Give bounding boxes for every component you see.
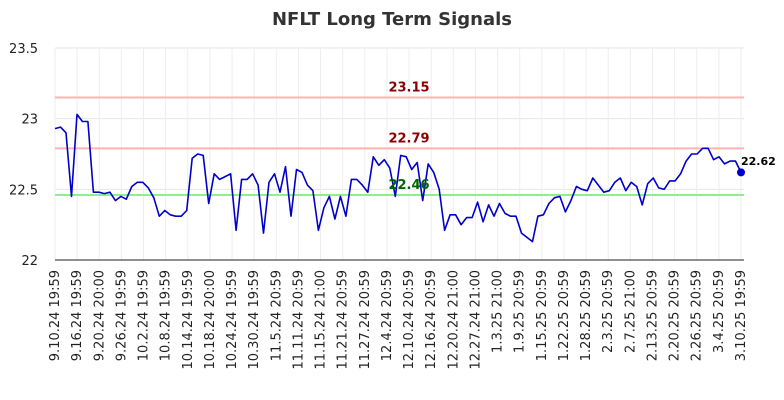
reference-lines	[55, 96, 744, 196]
x-tick-label: 10.18.24 20:00	[203, 270, 218, 370]
x-tick-label: 12.10.24 20:59	[402, 270, 417, 370]
y-tick-label: 22	[21, 254, 38, 269]
series-line	[54, 113, 742, 243]
x-tick-label: 1.15.25 20:59	[535, 270, 550, 361]
x-tick-label: 2.13.25 20:59	[645, 270, 660, 361]
x-tick-label: 12.16.24 20:59	[424, 270, 439, 370]
x-tick-label: 9.20.24 20:00	[92, 270, 107, 361]
x-tick-label: 10.2.24 19:59	[137, 270, 152, 361]
x-tick-label: 11.11.24 20:59	[291, 270, 306, 370]
x-tick-label: 1.3.25 21:00	[491, 270, 506, 353]
x-tick-label: 1.22.25 20:59	[557, 270, 572, 361]
reference-line-label: 22.79	[388, 131, 429, 146]
x-tick-label: 1.9.25 20:59	[513, 270, 528, 353]
last-point-marker	[737, 168, 745, 177]
reference-line-label: 22.46	[388, 178, 429, 193]
x-tick-label: 2.3.25 20:59	[601, 270, 616, 353]
series-layer: 23.15 22.79 22.46 22.62	[54, 80, 776, 243]
x-tick-label: 10.14.24 19:59	[181, 270, 196, 370]
x-tick-label: 1.28.25 20:59	[579, 270, 594, 361]
x-tick-label: 2.20.25 20:59	[668, 270, 683, 361]
x-tick-label: 10.30.24 19:59	[247, 270, 262, 370]
x-tick-label: 9.16.24 19:59	[70, 270, 85, 361]
x-tick-label: 9.26.24 19:59	[114, 270, 129, 361]
axes: 22 22.5 23 23.5 9.10.24 19:59 9.16.24 19:59 9.…	[9, 42, 749, 370]
x-tick-label: 11.21.24 20:59	[336, 270, 351, 370]
grid	[54, 47, 744, 261]
reference-line-label: 23.15	[388, 80, 429, 95]
x-tick-label: 12.20.24 21:00	[446, 270, 461, 370]
y-tick-label: 22.5	[9, 183, 38, 198]
x-tick-label: 2.26.25 20:59	[690, 270, 705, 361]
x-tick-label: 10.8.24 19:59	[159, 270, 174, 361]
x-tick-label: 9.10.24 19:59	[48, 270, 63, 361]
x-tick-label: 12.27.24 21:00	[468, 270, 483, 370]
x-tick-label: 10.24.24 19:59	[225, 270, 240, 370]
chart-title: NFLT Long Term Signals	[272, 9, 512, 30]
x-tick-label: 3.10.25 19:59	[734, 270, 749, 361]
y-tick-label: 23	[21, 113, 38, 128]
x-tick-label: 11.27.24 20:59	[358, 270, 373, 370]
y-tick-label: 23.5	[9, 42, 38, 57]
last-value-label: 22.62	[741, 155, 776, 168]
x-tick-label: 11.15.24 21:00	[314, 270, 329, 370]
x-tick-label: 11.5.24 20:59	[269, 270, 284, 361]
x-tick-label: 3.4.25 20:59	[712, 270, 727, 353]
x-tick-label: 2.7.25 21:00	[623, 270, 638, 353]
x-tick-label: 12.4.24 20:59	[380, 270, 395, 361]
